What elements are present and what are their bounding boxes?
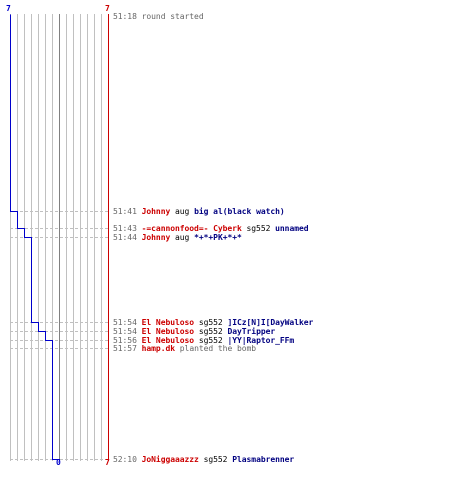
- left-team-end-count: 0: [56, 458, 61, 467]
- event-weapon: sg552: [198, 327, 223, 336]
- event-kill: 51:54 El Nebuloso sg552 ]ICz[N]I[DayWalk…: [113, 318, 313, 328]
- event-bomb-plant: 51:57 hamp.dk planted the bomb: [113, 344, 256, 354]
- event-kill: 51:41 Johnny aug big al(black watch): [113, 207, 285, 217]
- event-time: 51:44: [113, 233, 137, 242]
- event-time: 51:18: [113, 12, 137, 21]
- event-time: 51:54: [113, 327, 137, 336]
- event-time: 51:57: [113, 344, 137, 353]
- event-weapon: sg552: [246, 224, 271, 233]
- event-victim: big al(black watch): [194, 207, 285, 216]
- event-player: hamp.dk: [141, 344, 175, 353]
- alive-count-step-line: [10, 14, 60, 462]
- event-victim: DayTripper: [227, 327, 276, 336]
- event-kill: 51:56 El Nebuloso sg552 |YY|Raptor_FFm: [113, 336, 294, 346]
- event-killer: Johnny: [141, 233, 171, 242]
- event-text: planted the bomb: [179, 344, 257, 353]
- event-weapon: sg552: [203, 455, 228, 464]
- event-weapon: sg552: [198, 318, 223, 327]
- event-time: 51:56: [113, 336, 137, 345]
- event-victim: Plasmabrenner: [232, 455, 295, 464]
- event-killer: El Nebuloso: [141, 318, 195, 327]
- event-killer: El Nebuloso: [141, 336, 195, 345]
- event-killer: -=cannonfood=- Cyberk: [141, 224, 242, 233]
- right-team-end-count: 7: [105, 458, 110, 467]
- event-time: 51:41: [113, 207, 137, 216]
- event-text: round started: [141, 12, 204, 21]
- event-kill: 51:43 -=cannonfood=- Cyberk sg552 unname…: [113, 224, 309, 234]
- event-weapon: aug: [175, 233, 190, 242]
- right-team-start-count: 7: [105, 4, 110, 13]
- event-kill: 51:54 El Nebuloso sg552 DayTripper: [113, 327, 275, 337]
- event-time: 51:43: [113, 224, 137, 233]
- event-victim: unnamed: [275, 224, 309, 233]
- event-time: 51:54: [113, 318, 137, 327]
- event-victim: *+*+PK+*+*: [194, 233, 242, 242]
- event-victim: ]ICz[N]I[DayWalker: [227, 318, 314, 327]
- event-killer: El Nebuloso: [141, 327, 195, 336]
- event-killer: JoNiggaaazzz: [141, 455, 199, 464]
- event-kill: 51:44 Johnny aug *+*+PK+*+*: [113, 233, 242, 243]
- event-time: 52:10: [113, 455, 137, 464]
- event-victim: |YY|Raptor_FFm: [227, 336, 295, 345]
- event-killer: Johnny: [141, 207, 171, 216]
- event-weapon: aug: [175, 207, 190, 216]
- left-team-start-count: 7: [6, 4, 11, 13]
- event-round-start: 51:18 round started: [113, 12, 204, 22]
- event-kill: 52:10 JoNiggaaazzz sg552 Plasmabrenner: [113, 455, 294, 465]
- event-weapon: sg552: [198, 336, 223, 345]
